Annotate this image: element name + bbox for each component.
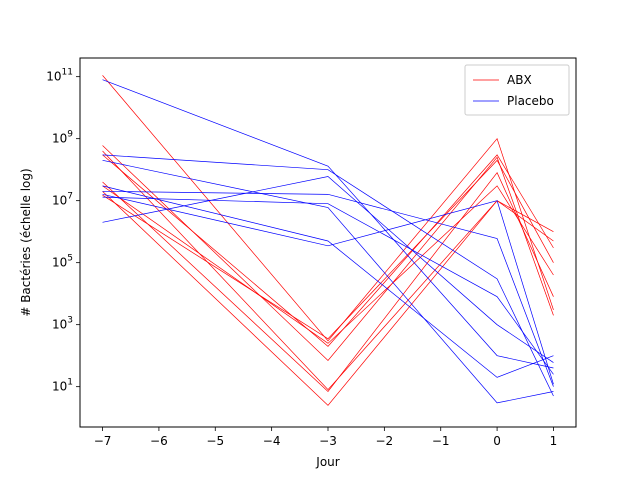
series-line-abx-7 [102, 191, 554, 406]
y-tick-label: 1011 [46, 68, 73, 84]
series-line-abx-5 [102, 171, 554, 392]
y-axis-label: # Bactéries (échelle log) [19, 168, 33, 316]
series-line-placebo-16 [102, 176, 554, 363]
series-line-abx-6 [102, 185, 554, 344]
series-line-abx-1 [102, 75, 554, 342]
plot-frame [79, 57, 577, 428]
y-tick-label: 103 [52, 316, 73, 332]
x-tick-label: −1 [432, 434, 450, 448]
legend-label-abx: ABX [507, 73, 532, 87]
series-line-placebo-14 [102, 193, 554, 385]
series-line-placebo-13 [102, 190, 554, 387]
series-line-placebo-9 [102, 79, 554, 369]
legend-box [464, 64, 570, 116]
x-tick-label: −3 [319, 434, 337, 448]
series-line-placebo-12 [102, 185, 554, 378]
series-line-placebo-11 [102, 159, 554, 404]
x-axis-label: Jour [315, 455, 339, 469]
x-tick-label: −6 [150, 434, 168, 448]
x-tick-label: 0 [493, 434, 501, 448]
legend-label-placebo: Placebo [507, 94, 554, 108]
y-tick-label: 101 [52, 378, 73, 394]
series-lines [102, 75, 554, 406]
legend: ABX Placebo [464, 64, 570, 116]
x-tick-label: −2 [376, 434, 394, 448]
y-tick-label: 107 [52, 192, 73, 208]
series-line-abx-3 [102, 150, 554, 391]
x-tick-label: −5 [206, 434, 224, 448]
y-tick-label: 105 [52, 254, 73, 270]
series-line-abx-2 [102, 145, 554, 361]
x-tick-label: −7 [94, 434, 112, 448]
x-tick-label: 1 [550, 434, 558, 448]
x-tick-label: −4 [263, 434, 281, 448]
y-tick-label: 109 [52, 130, 73, 146]
series-line-abx-8 [102, 159, 554, 340]
series-line-placebo-10 [102, 154, 554, 397]
axis-ticks: −7 −6 −5 −4 −3 −2 −1 0 1 101 103 105 107 109 1011 [46, 68, 557, 448]
